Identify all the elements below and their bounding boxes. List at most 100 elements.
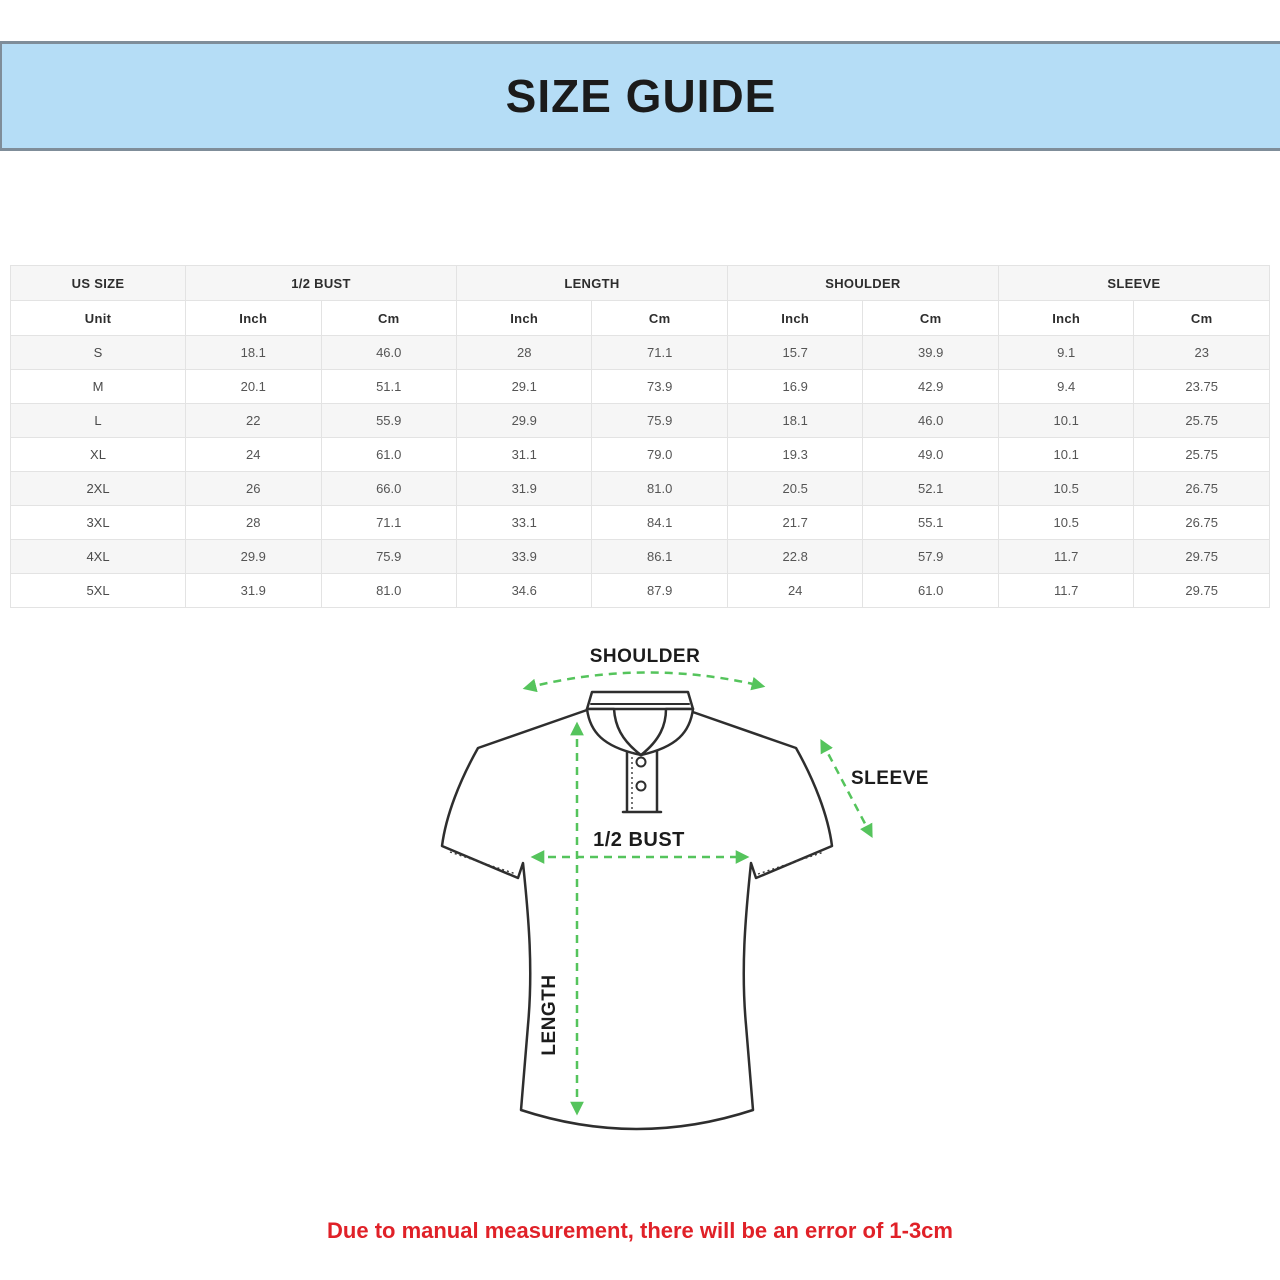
size-label-cell: M <box>9 369 187 404</box>
measurement-arrows <box>522 671 873 1116</box>
measurement-cell: 11.7 <box>997 539 1135 574</box>
size-label-cell: XL <box>9 437 187 472</box>
measurement-cell: 18.1 <box>726 403 864 438</box>
measurement-cell: 75.9 <box>320 539 457 574</box>
measurement-cell: 81.0 <box>320 573 457 608</box>
measurement-cell: 23.75 <box>1133 369 1270 404</box>
unit-col: Inch <box>455 300 593 336</box>
unit-col: Cm <box>320 300 457 336</box>
page-title: SIZE GUIDE <box>505 70 777 122</box>
measurement-cell: 28 <box>455 335 593 370</box>
measurement-cell: 22.8 <box>726 539 864 574</box>
size-table-body: S 18.1 46.0 28 71.1 15.7 39.9 9.1 23 M 20.1 51.1 29.… <box>9 335 1270 608</box>
measurement-cell: 29.9 <box>455 403 593 438</box>
measurement-cell: 21.7 <box>726 505 864 540</box>
measurement-cell: 31.9 <box>185 573 322 608</box>
measurement-cell: 24 <box>185 437 322 472</box>
measurement-cell: 26 <box>185 471 322 506</box>
measurement-cell: 66.0 <box>320 471 457 506</box>
measurement-cell: 33.9 <box>455 539 593 574</box>
unit-col: Inch <box>726 300 864 336</box>
measurement-cell: 25.75 <box>1133 437 1270 472</box>
measurement-cell: 71.1 <box>591 335 728 370</box>
col-header-sleeve: SLEEVE <box>997 265 1271 301</box>
polo-shirt-diagram-svg: SHOULDER SLEEVE 1/2 BUST LENGTH <box>440 646 929 1131</box>
table-unit-header-row: Unit Inch Cm Inch Cm Inch Cm Inch Cm <box>9 300 1270 336</box>
measurement-cell: 33.1 <box>455 505 593 540</box>
measurement-cell: 55.9 <box>320 403 457 438</box>
col-header-length: LENGTH <box>455 265 728 301</box>
unit-col: Inch <box>185 300 322 336</box>
measurement-cell: 24 <box>726 573 864 608</box>
measurement-cell: 61.0 <box>862 573 999 608</box>
shoulder-label: SHOULDER <box>590 646 701 667</box>
size-label-cell: 3XL <box>9 505 187 540</box>
measurement-cell: 19.3 <box>726 437 864 472</box>
col-header-shoulder: SHOULDER <box>726 265 999 301</box>
unit-col: Cm <box>862 300 999 336</box>
stitch-lines <box>449 752 825 875</box>
measurement-cell: 26.75 <box>1133 505 1270 540</box>
size-guide-banner: SIZE GUIDE <box>0 41 1280 151</box>
table-row: S 18.1 46.0 28 71.1 15.7 39.9 9.1 23 <box>9 335 1270 370</box>
size-label-cell: 4XL <box>9 539 187 574</box>
table-group-header-row: US SIZE 1/2 BUST LENGTH SHOULDER SLEEVE <box>9 265 1271 301</box>
col-header-half-bust: 1/2 BUST <box>185 265 457 301</box>
size-label-cell: 5XL <box>9 573 187 608</box>
size-label-cell: S <box>9 335 187 370</box>
unit-col: Cm <box>591 300 728 336</box>
size-label-cell: 2XL <box>9 471 187 506</box>
measurement-cell: 29.9 <box>185 539 322 574</box>
measurement-cell: 46.0 <box>862 403 999 438</box>
measurement-cell: 52.1 <box>862 471 999 506</box>
size-table-container: US SIZE 1/2 BUST LENGTH SHOULDER SLEEVE … <box>9 265 1271 608</box>
measurement-cell: 16.9 <box>726 369 864 404</box>
measurement-cell: 86.1 <box>591 539 728 574</box>
measurement-disclaimer: Due to manual measurement, there will be… <box>327 1218 953 1243</box>
table-row: 2XL 26 66.0 31.9 81.0 20.5 52.1 10.5 26.75 <box>9 471 1270 506</box>
measurement-cell: 61.0 <box>320 437 457 472</box>
measurement-cell: 28 <box>185 505 322 540</box>
measurement-cell: 31.1 <box>455 437 593 472</box>
measurement-cell: 10.5 <box>997 471 1135 506</box>
shoulder-arrow <box>522 671 766 693</box>
measurement-cell: 73.9 <box>591 369 728 404</box>
measurement-cell: 26.75 <box>1133 471 1270 506</box>
measurement-cell: 11.7 <box>997 573 1135 608</box>
unit-col: Inch <box>997 300 1135 336</box>
table-row: XL 24 61.0 31.1 79.0 19.3 49.0 10.1 25.75 <box>9 437 1270 472</box>
measurement-cell: 57.9 <box>862 539 999 574</box>
measurement-cell: 20.1 <box>185 369 322 404</box>
measurement-cell: 10.1 <box>997 403 1135 438</box>
sleeve-arrow <box>820 738 873 839</box>
shirt-measurement-diagram: SHOULDER SLEEVE 1/2 BUST LENGTH <box>420 630 940 1200</box>
half-bust-label: 1/2 BUST <box>593 829 685 851</box>
table-row: 4XL 29.9 75.9 33.9 86.1 22.8 57.9 11.7 29.75 <box>9 539 1270 574</box>
measurement-cell: 34.6 <box>455 573 593 608</box>
length-label: LENGTH <box>539 974 560 1055</box>
unit-col: Cm <box>1133 300 1270 336</box>
measurement-cell: 22 <box>185 403 322 438</box>
sleeve-label: SLEEVE <box>851 768 929 789</box>
table-row: 3XL 28 71.1 33.1 84.1 21.7 55.1 10.5 26.75 <box>9 505 1270 540</box>
size-label-cell: L <box>9 403 187 438</box>
measurement-cell: 29.1 <box>455 369 593 404</box>
measurement-cell: 39.9 <box>862 335 999 370</box>
measurement-cell: 23 <box>1133 335 1270 370</box>
measurement-cell: 29.75 <box>1133 573 1270 608</box>
col-header-unit: Unit <box>9 300 187 336</box>
col-header-us-size: US SIZE <box>9 265 187 301</box>
measurement-cell: 81.0 <box>591 471 728 506</box>
measurement-cell: 55.1 <box>862 505 999 540</box>
measurement-cell: 25.75 <box>1133 403 1270 438</box>
measurement-cell: 42.9 <box>862 369 999 404</box>
measurement-cell: 29.75 <box>1133 539 1270 574</box>
measurement-cell: 71.1 <box>320 505 457 540</box>
polo-shirt-outline <box>440 690 834 1131</box>
measurement-cell: 31.9 <box>455 471 593 506</box>
measurement-cell: 49.0 <box>862 437 999 472</box>
measurement-cell: 10.1 <box>997 437 1135 472</box>
table-row: 5XL 31.9 81.0 34.6 87.9 24 61.0 11.7 29.75 <box>9 573 1270 608</box>
measurement-cell: 18.1 <box>185 335 322 370</box>
table-row: M 20.1 51.1 29.1 73.9 16.9 42.9 9.4 23.75 <box>9 369 1270 404</box>
